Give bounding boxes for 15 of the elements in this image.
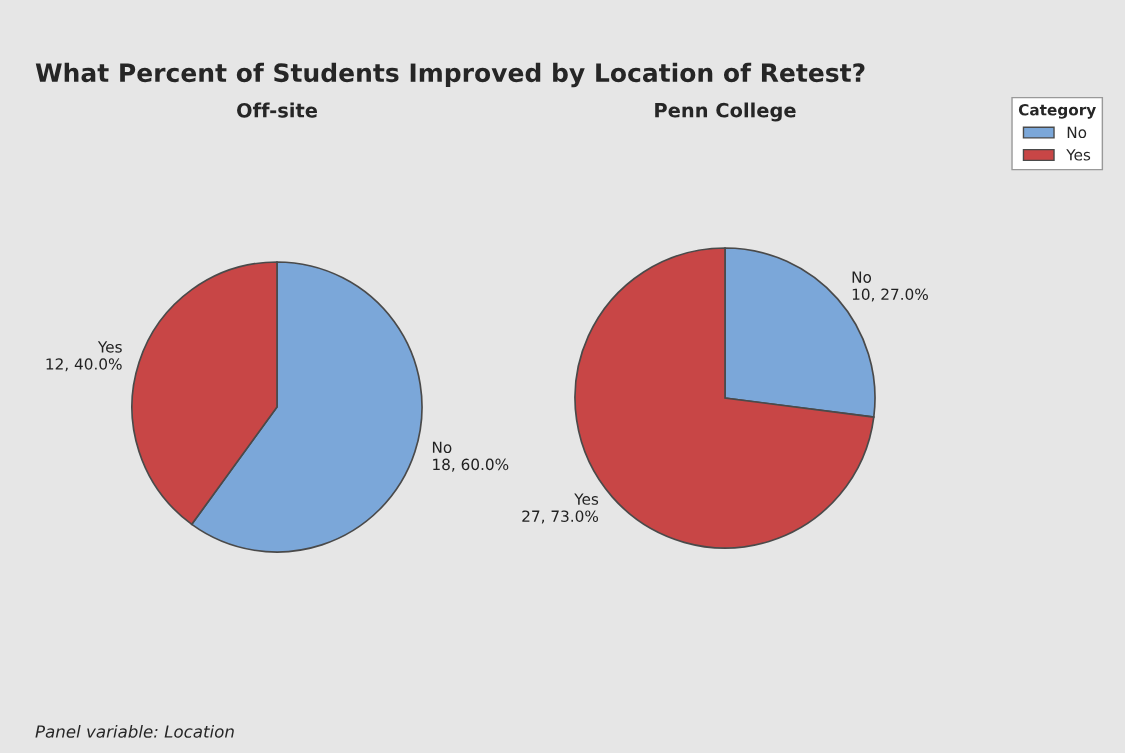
data-label: 18, 60.0% [433, 458, 509, 472]
data-label: 12, 40.0% [46, 358, 122, 372]
text: Panel variable: Location [35, 724, 234, 738]
legend-label: Yes [1066, 149, 1091, 161]
chart-subtitle: Penn College [655, 102, 796, 122]
slice-label: Yes [97, 341, 122, 353]
slice-label: No [852, 271, 872, 283]
chart-subtitle: Off-site [237, 102, 318, 118]
legend-title: Category [1018, 104, 1096, 119]
data-label: 10, 27.0% [852, 288, 928, 302]
chart-title: What Percent of Students Improved by Location of Retest? [35, 62, 865, 88]
data-label: 27, 73.0% [522, 510, 599, 524]
slice-label: Yes [574, 493, 599, 505]
slice-label: No [432, 441, 452, 454]
legend-label: No [1067, 126, 1087, 139]
